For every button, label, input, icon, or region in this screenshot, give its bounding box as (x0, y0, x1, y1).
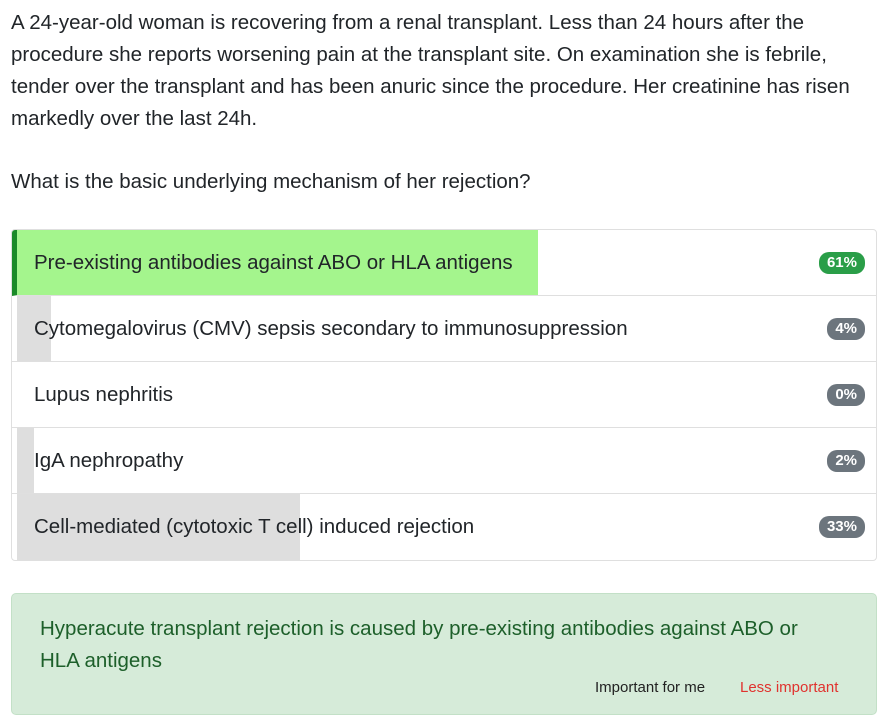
percent-badge: 4% (827, 317, 865, 340)
answer-option-label: IgA nephropathy (34, 448, 184, 472)
answer-option-5[interactable]: Cell-mediated (cytotoxic T cell) induced… (12, 494, 876, 560)
percent-bar (17, 494, 300, 560)
answer-option-2[interactable]: Cytomegalovirus (CMV) sepsis secondary t… (12, 296, 876, 362)
answer-option-4[interactable]: IgA nephropathy 2% (12, 428, 876, 494)
answer-option-3[interactable]: Lupus nephritis 0% (12, 362, 876, 428)
percent-badge: 33% (818, 516, 865, 538)
percent-badge: 61% (818, 251, 865, 274)
answer-option-label: Cell-mediated (cytotoxic T cell) induced… (34, 515, 475, 538)
percent-badge: 0% (827, 383, 865, 406)
percent-bar (17, 428, 34, 493)
question-prompt: What is the basic underlying mechanism o… (11, 170, 531, 193)
less-important-button[interactable]: Less important (740, 679, 839, 696)
answer-option-label: Lupus nephritis (34, 382, 174, 406)
percent-bar (17, 230, 538, 295)
explanation-box: Hyperacute transplant rejection is cause… (11, 593, 877, 715)
answer-options: Pre-existing antibodies against ABO or H… (11, 229, 877, 561)
question-stem: A 24-year-old woman is recovering from a… (11, 11, 850, 130)
answer-option-label: Cytomegalovirus (CMV) sepsis secondary t… (34, 316, 628, 340)
percent-badge: 2% (827, 449, 865, 472)
important-for-me-button[interactable]: Important for me (595, 679, 706, 696)
answer-option-label: Pre-existing antibodies against ABO or H… (34, 250, 513, 274)
percent-bar (17, 296, 51, 361)
answer-option-1[interactable]: Pre-existing antibodies against ABO or H… (12, 230, 876, 296)
explanation-text: Hyperacute transplant rejection is cause… (40, 617, 798, 672)
